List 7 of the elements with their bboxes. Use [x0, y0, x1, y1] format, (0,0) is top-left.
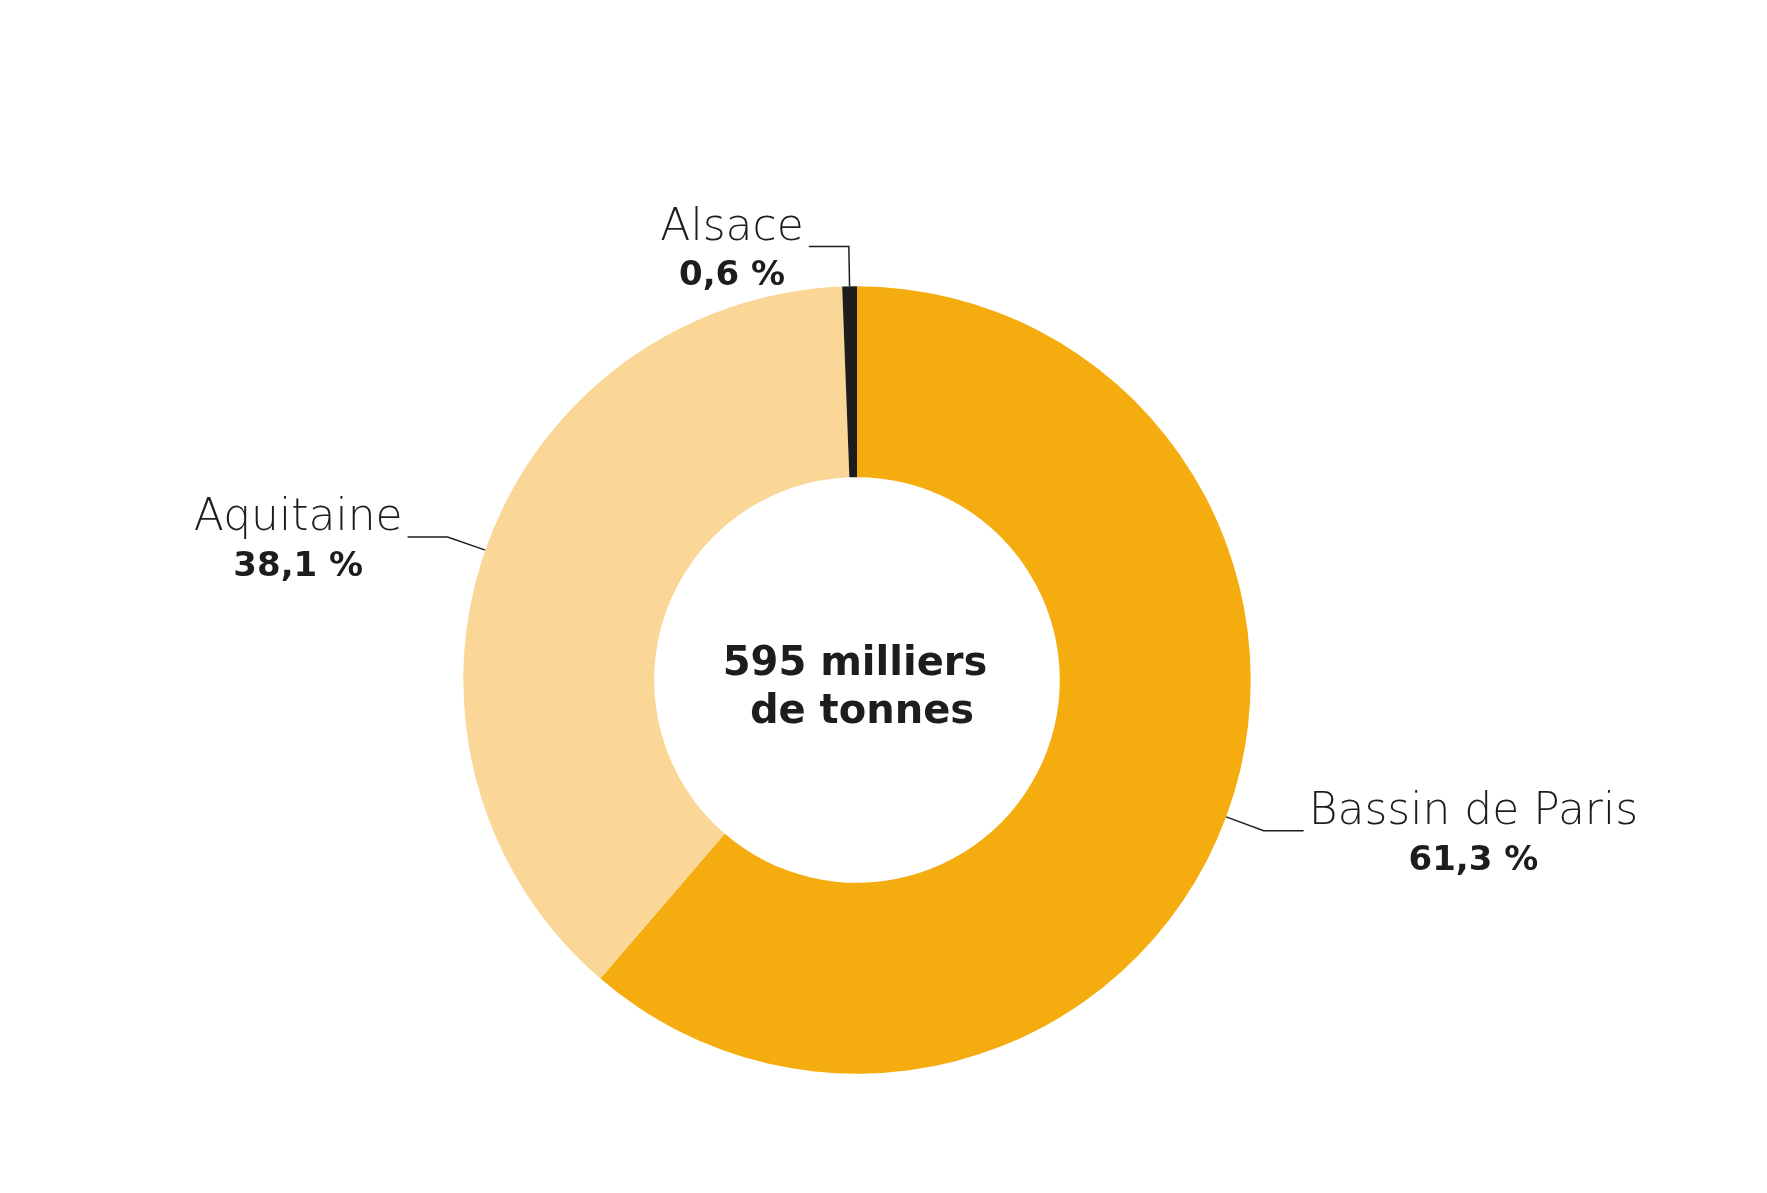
slice-label: Aquitaine: [193, 489, 403, 541]
data-label: 0,6 %: [679, 253, 786, 294]
data-label: 61,3 %: [1408, 837, 1539, 878]
text: 595 milliers de tonnes: [722, 638, 1002, 733]
slice-label: Alsace: [660, 198, 804, 250]
data-label: 38,1 %: [233, 543, 364, 584]
slice-label: Bassin de Paris: [1308, 783, 1639, 835]
